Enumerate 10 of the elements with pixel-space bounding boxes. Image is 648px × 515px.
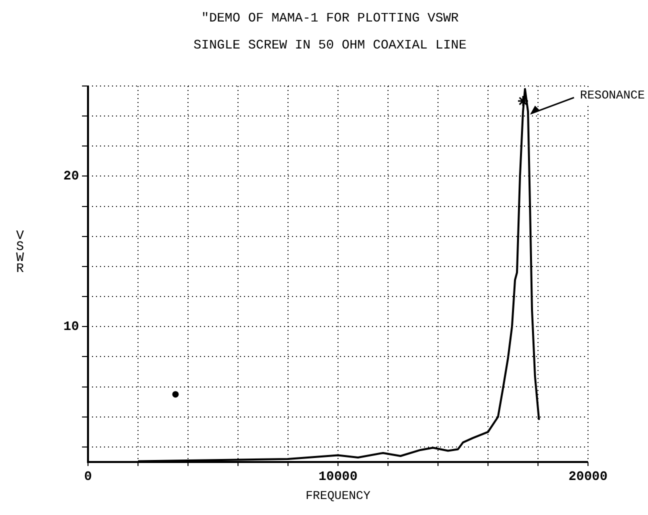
y-tick-label: 20 [63, 168, 80, 184]
chart-subtitle: SINGLE SCREW IN 50 OHM COAXIAL LINE [193, 37, 467, 52]
x-axis-title: FREQUENCY [306, 488, 370, 503]
y-axis-title: VSWR [16, 228, 24, 276]
x-tick-label: 20000 [568, 469, 608, 484]
x-tick-label: 0 [84, 469, 92, 484]
y-tick-label: 10 [63, 318, 80, 334]
x-tick-label: 10000 [318, 469, 358, 484]
annotation: RESONANCE [580, 88, 645, 103]
chart-title: "DEMO OF MAMA-1 FOR PLOTTING VSWR [201, 10, 459, 26]
